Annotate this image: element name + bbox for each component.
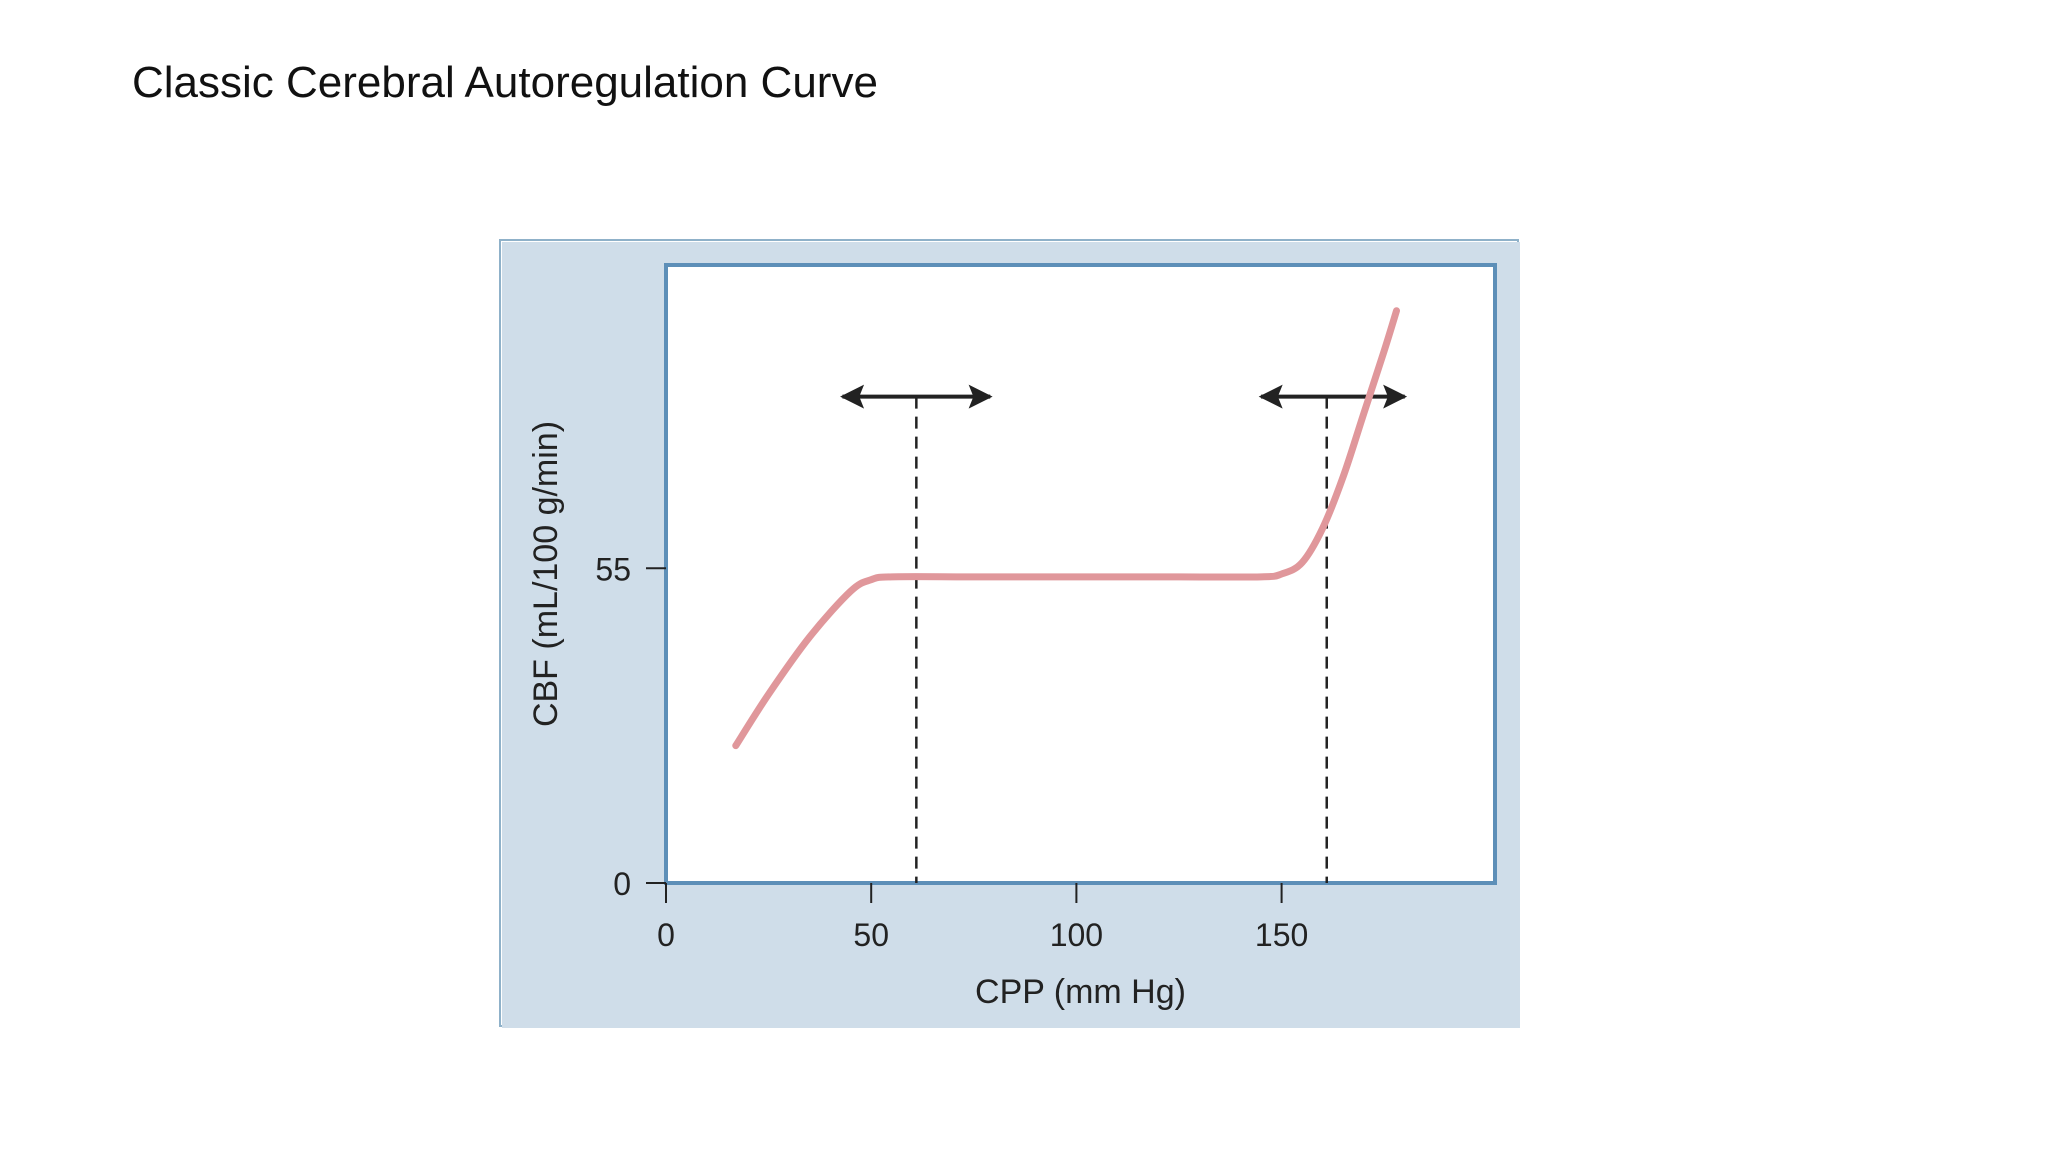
x-axis-label: CPP (mm Hg) (975, 973, 1186, 1011)
y-tick-label: 0 (613, 866, 631, 902)
figure-panel: 0 50 100 150 0 55 CPP (mm Hg) CBF (mL/100 g/min… (499, 239, 1520, 1028)
x-tick-label: 0 (657, 917, 675, 953)
y-axis-label: CBF (mL/100 g/min) (527, 421, 565, 727)
y-tick-label: 55 (595, 551, 631, 587)
slide-title: Classic Cerebral Autoregulation Curve (132, 58, 878, 107)
autoregulation-curve (732, 307, 1401, 750)
x-tick-label: 50 (853, 917, 889, 953)
x-tick-label: 150 (1255, 917, 1308, 953)
x-tick-label: 100 (1050, 917, 1103, 953)
